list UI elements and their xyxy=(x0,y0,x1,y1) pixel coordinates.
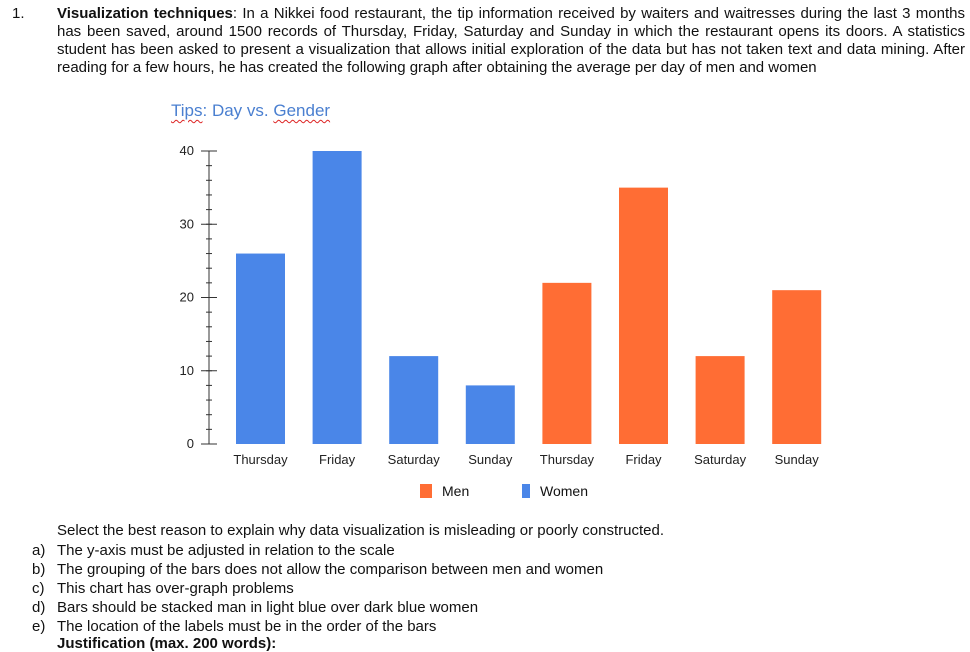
chart-title-part1: Tips xyxy=(171,101,203,120)
x-tick-label: Saturday xyxy=(694,452,747,467)
option-letter: e) xyxy=(32,618,46,635)
bar-chart: 0 10 20 30 40 Thursday Friday Saturday Sunday Thu… xyxy=(180,143,822,467)
bar-friday xyxy=(619,187,668,444)
option-text: The y-axis must be adjusted in relation … xyxy=(57,542,395,559)
option-b[interactable]: b) The grouping of the bars does not allo… xyxy=(32,560,603,579)
y-tick-label: 40 xyxy=(180,143,194,158)
bar-saturday xyxy=(389,356,439,444)
bar-thursday xyxy=(236,253,285,444)
option-text: Bars should be stacked man in light blue… xyxy=(57,599,479,616)
option-c[interactable]: c) This chart has over-graph problems xyxy=(32,579,603,598)
legend-women-label: Women xyxy=(540,483,588,499)
option-letter: b) xyxy=(32,561,46,578)
y-tick-label: 30 xyxy=(180,216,194,231)
y-tick-label: 20 xyxy=(180,290,194,305)
question-number: 1. xyxy=(12,5,25,22)
option-text: The location of the labels must be in th… xyxy=(57,618,437,635)
option-letter: d) xyxy=(32,599,46,616)
justification-label: Justification (max. 200 words): xyxy=(57,635,277,652)
answer-options: a) The y-axis must be adjusted in relatio… xyxy=(32,541,603,636)
bar-sunday xyxy=(772,290,822,444)
legend-men-swatch xyxy=(420,484,432,498)
bar-thursday xyxy=(542,282,592,444)
option-a[interactable]: a) The y-axis must be adjusted in relatio… xyxy=(32,541,603,560)
chart-title-part3: Gender xyxy=(273,101,331,120)
question-prompt: Select the best reason to explain why da… xyxy=(57,522,664,539)
chart-title-part2: : Day vs. xyxy=(202,101,274,120)
option-d[interactable]: d) Bars should be stacked man in light bl… xyxy=(32,598,603,617)
x-tick-label: Friday xyxy=(319,452,356,467)
question-text: : In a Nikkei food restaurant, the tip i… xyxy=(57,5,966,76)
option-letter: a) xyxy=(32,542,46,559)
legend-women: Women xyxy=(522,483,588,499)
bar-sunday xyxy=(465,385,515,444)
option-e[interactable]: e) The location of the labels must be in … xyxy=(32,617,603,636)
x-tick-label: Sunday xyxy=(468,452,513,467)
x-tick-label: Thursday xyxy=(233,452,288,467)
x-tick-label: Friday xyxy=(625,452,662,467)
x-tick-label: Thursday xyxy=(540,452,595,467)
question-intro: Visualization techniques: In a Nikkei fo… xyxy=(57,5,965,77)
legend-men: Men xyxy=(420,483,469,499)
legend-women-swatch xyxy=(522,484,530,498)
option-text: The grouping of the bars does not allow … xyxy=(57,561,604,578)
y-tick-label: 0 xyxy=(187,436,194,451)
bar-saturday xyxy=(695,356,745,444)
option-letter: c) xyxy=(32,580,45,597)
bar-friday xyxy=(312,151,362,444)
question-heading: Visualization techniques xyxy=(57,5,233,22)
option-text: This chart has over-graph problems xyxy=(57,580,294,597)
legend-men-label: Men xyxy=(442,483,470,499)
x-tick-label: Sunday xyxy=(775,452,820,467)
chart-title: Tips: Day vs. Gender xyxy=(171,101,330,121)
y-tick-label: 10 xyxy=(180,363,194,378)
x-tick-label: Saturday xyxy=(388,452,441,467)
